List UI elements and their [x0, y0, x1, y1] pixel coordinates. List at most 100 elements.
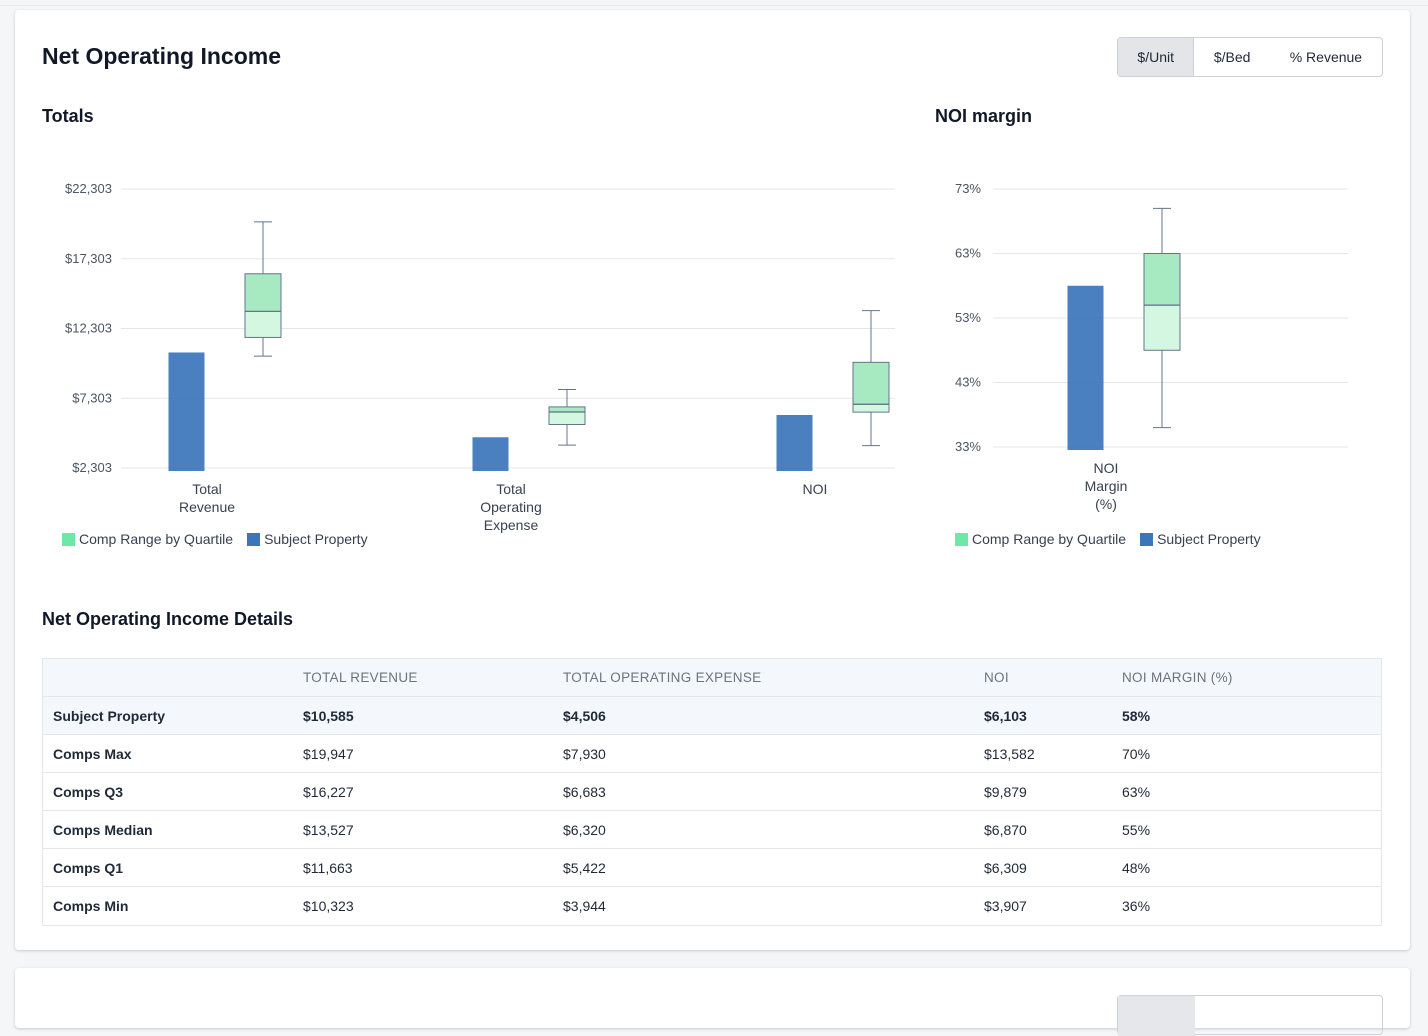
cell-value: $3,907 — [984, 898, 1027, 914]
toggle-per-unit[interactable]: $/Unit — [1118, 38, 1195, 76]
category-label-line: Expense — [484, 517, 539, 533]
totals-chart: $22,303 $17,303 $12,303 $7,303 $2,303 Total Re… — [65, 181, 895, 533]
cell-value: 55% — [1122, 821, 1151, 838]
next-section-card — [15, 968, 1410, 1036]
cell-value: $7,930 — [563, 745, 606, 762]
row-label: Subject Property — [53, 707, 166, 724]
category-label-line: NOI — [803, 481, 828, 497]
cell-value: $6,309 — [984, 859, 1027, 876]
legend-comp-label: Comp Range by Quartile — [972, 531, 1127, 547]
box-upper-quartile — [1143, 253, 1181, 306]
box-upper-quartile — [548, 406, 586, 413]
subject-bar — [168, 352, 205, 471]
noi-margin-title: NOI margin — [935, 106, 1033, 126]
category-label-line: Operating — [480, 499, 541, 515]
subject-bar — [472, 437, 509, 471]
box-upper-quartile — [852, 361, 890, 405]
cell-value: $13,582 — [984, 745, 1035, 762]
legend-comp-range: Comp Range by Quartile — [62, 531, 233, 547]
box-lower-quartile — [1143, 304, 1181, 351]
subject-swatch — [1140, 532, 1154, 546]
cell-value: $6,683 — [563, 783, 606, 800]
box-lower-quartile — [548, 411, 586, 425]
next-section-toggle[interactable] — [1117, 995, 1383, 1036]
category-label: Total Revenue — [179, 481, 235, 515]
cell-value: $4,506 — [563, 707, 606, 724]
row-label: Comps Median — [53, 821, 153, 838]
totals-legend: Comp Range by Quartile Subject Property — [62, 531, 382, 547]
cell-value: $5,422 — [563, 859, 606, 876]
legend-subject: Subject Property — [1140, 531, 1261, 547]
table-row: Comps Q3 $16,227 $6,683 $9,879 63% — [43, 773, 1381, 811]
header-cell: NOI — [984, 670, 1009, 685]
category-label: NOI Margin (%) — [1085, 460, 1128, 512]
cell-value: $3,944 — [563, 898, 606, 914]
details-title: Net Operating Income Details — [42, 609, 294, 629]
legend-subject-label: Subject Property — [1157, 531, 1261, 547]
cell-value: $6,103 — [984, 707, 1027, 724]
margin-legend: Comp Range by Quartile Subject Property — [955, 531, 1275, 547]
next-toggle-active — [1118, 996, 1195, 1036]
cell-value: $10,585 — [303, 707, 354, 724]
cell-value: 70% — [1122, 745, 1151, 762]
details-table: TOTAL REVENUE TOTAL OPERATING EXPENSE NO… — [42, 658, 1382, 926]
category-label-line: Total — [192, 481, 222, 497]
cell-value: $9,879 — [984, 783, 1027, 800]
category-label-line: NOI — [1094, 460, 1119, 476]
header-cell: TOTAL REVENUE — [303, 670, 418, 685]
y-tick-label: 53% — [955, 310, 981, 325]
comp-swatch — [955, 532, 968, 546]
cell-value: $16,227 — [303, 783, 354, 800]
row-label: Comps Q1 — [53, 859, 124, 876]
y-tick-label: $2,303 — [72, 460, 112, 475]
table-row: Comps Q1 $11,663 $5,422 $6,309 48% — [43, 849, 1381, 887]
y-tick-label: 63% — [955, 246, 981, 261]
category-label: Total Operating Expense — [480, 481, 541, 533]
legend-subject-label: Subject Property — [264, 531, 368, 547]
page-title: Net Operating Income — [42, 43, 281, 69]
y-tick-label: $7,303 — [72, 390, 112, 405]
subject-bar — [776, 414, 813, 471]
cell-value: 58% — [1122, 707, 1151, 724]
table-row: Subject Property $10,585 $4,506 $6,103 5… — [43, 697, 1381, 735]
table-row: Comps Median $13,527 $6,320 $6,870 55% — [43, 811, 1381, 849]
box-lower-quartile — [244, 310, 282, 338]
row-label: Comps Max — [53, 745, 132, 762]
category-label-line: Margin — [1085, 478, 1128, 494]
category-label-line: Revenue — [179, 499, 235, 515]
legend-comp-label: Comp Range by Quartile — [79, 531, 234, 547]
noi-margin-chart: 73% 63% 53% 43% 33% NOI Margin (%) — [955, 181, 1348, 512]
cell-value: $13,527 — [303, 821, 354, 838]
row-label: Comps Min — [53, 898, 129, 914]
noi-card: Net Operating Income $/Unit $/Bed % Reve… — [15, 10, 1410, 950]
category-label-line: (%) — [1095, 496, 1117, 512]
unit-toggle: $/Unit $/Bed % Revenue — [1117, 37, 1383, 77]
header-cell: NOI MARGIN (%) — [1122, 670, 1233, 685]
subject-swatch — [247, 532, 261, 546]
cell-value: 48% — [1122, 859, 1151, 876]
cell-value: $10,323 — [303, 898, 354, 914]
cell-value: $6,870 — [984, 821, 1027, 838]
header-cell: TOTAL OPERATING EXPENSE — [563, 670, 762, 685]
row-label: Comps Q3 — [53, 783, 124, 800]
box-upper-quartile — [244, 273, 282, 312]
toggle-per-bed[interactable]: $/Bed — [1213, 49, 1251, 65]
y-tick-label: $17,303 — [65, 251, 112, 266]
box-lower-quartile — [852, 403, 890, 413]
subject-bar — [1067, 285, 1104, 450]
legend-subject: Subject Property — [247, 531, 368, 547]
comp-swatch — [62, 532, 75, 546]
y-tick-label: 73% — [955, 181, 981, 196]
y-tick-label: 33% — [955, 439, 981, 454]
category-label: NOI — [803, 481, 828, 497]
table-header-row: TOTAL REVENUE TOTAL OPERATING EXPENSE NO… — [43, 659, 1381, 697]
y-tick-label: $12,303 — [65, 321, 112, 336]
totals-title: Totals — [42, 106, 94, 126]
table-row: Comps Min $10,323 $3,944 $3,907 36% — [43, 887, 1381, 925]
category-label-line: Total — [496, 481, 526, 497]
toggle-percent-revenue[interactable]: % Revenue — [1289, 49, 1363, 65]
y-tick-label: $22,303 — [65, 181, 112, 196]
cell-value: $11,663 — [303, 859, 353, 876]
y-tick-label: 43% — [955, 375, 981, 390]
cell-value: $19,947 — [303, 745, 354, 762]
